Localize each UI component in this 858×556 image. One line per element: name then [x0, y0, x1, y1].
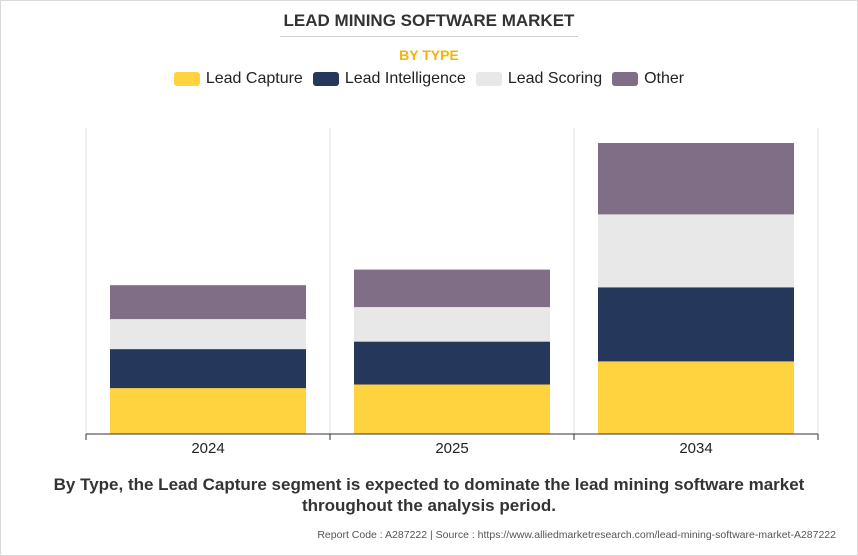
bar-segment-lead-intelligence-2034 [598, 287, 794, 362]
legend-label: Lead Intelligence [344, 70, 466, 87]
legend-swatch [312, 72, 339, 86]
legend-swatch [173, 72, 200, 86]
bar-segment-lead-scoring-2034 [598, 214, 794, 288]
legend-swatch [612, 72, 639, 86]
legend-label: Other [644, 70, 685, 87]
stacked-bar-chart: 2024 2025 2034 [85, 128, 819, 457]
bar-segment-other-2025 [354, 269, 550, 308]
legend-label: Lead Scoring [507, 70, 603, 87]
legend-swatch [475, 72, 502, 86]
legend-item-lead-capture: Lead Capture [173, 70, 303, 88]
legend-label: Lead Capture [205, 70, 303, 87]
chart-caption: By Type, the Lead Capture segment is exp… [53, 475, 805, 515]
legend-item-lead-intelligence: Lead Intelligence [312, 70, 466, 88]
x-tick-label: 2034 [679, 440, 712, 457]
legend-item-lead-scoring: Lead Scoring [475, 70, 603, 88]
bar-segment-lead-capture-2025 [354, 384, 550, 434]
legend: Lead Capture Lead Intelligence Lead Scorin… [0, 70, 858, 88]
x-tick-label: 2024 [191, 440, 224, 457]
chart-title: LEAD MINING SOFTWARE MARKET [283, 11, 575, 30]
bar-segment-lead-capture-2024 [110, 388, 306, 434]
bar-segment-other-2034 [598, 143, 794, 215]
bar-segment-lead-capture-2034 [598, 361, 794, 434]
chart-subtitle: BY TYPE [399, 47, 459, 63]
legend-item-other: Other [612, 70, 684, 88]
bar-segment-other-2024 [110, 285, 306, 320]
bar-segment-lead-scoring-2024 [110, 319, 306, 350]
bar-segment-lead-scoring-2025 [354, 307, 550, 342]
title-divider [280, 36, 578, 37]
bar-segment-lead-intelligence-2024 [110, 349, 306, 389]
x-tick-label: 2025 [435, 440, 468, 457]
bar-segment-lead-intelligence-2025 [354, 341, 550, 385]
source-footer: Report Code : A287222 | Source : https:/… [317, 529, 836, 541]
